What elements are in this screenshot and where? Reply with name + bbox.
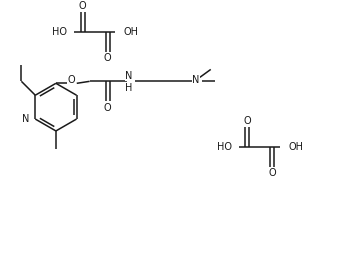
Text: O: O bbox=[68, 75, 76, 85]
Text: N: N bbox=[22, 114, 29, 124]
Text: N: N bbox=[125, 71, 132, 81]
Text: O: O bbox=[268, 168, 276, 178]
Text: O: O bbox=[244, 116, 251, 126]
Text: OH: OH bbox=[124, 27, 138, 37]
Text: H: H bbox=[125, 83, 132, 93]
Text: OH: OH bbox=[288, 142, 303, 152]
Text: HO: HO bbox=[217, 142, 232, 152]
Text: O: O bbox=[104, 53, 112, 62]
Text: O: O bbox=[104, 103, 112, 113]
Text: O: O bbox=[79, 1, 86, 11]
Text: HO: HO bbox=[52, 27, 67, 37]
Text: N: N bbox=[192, 75, 200, 85]
